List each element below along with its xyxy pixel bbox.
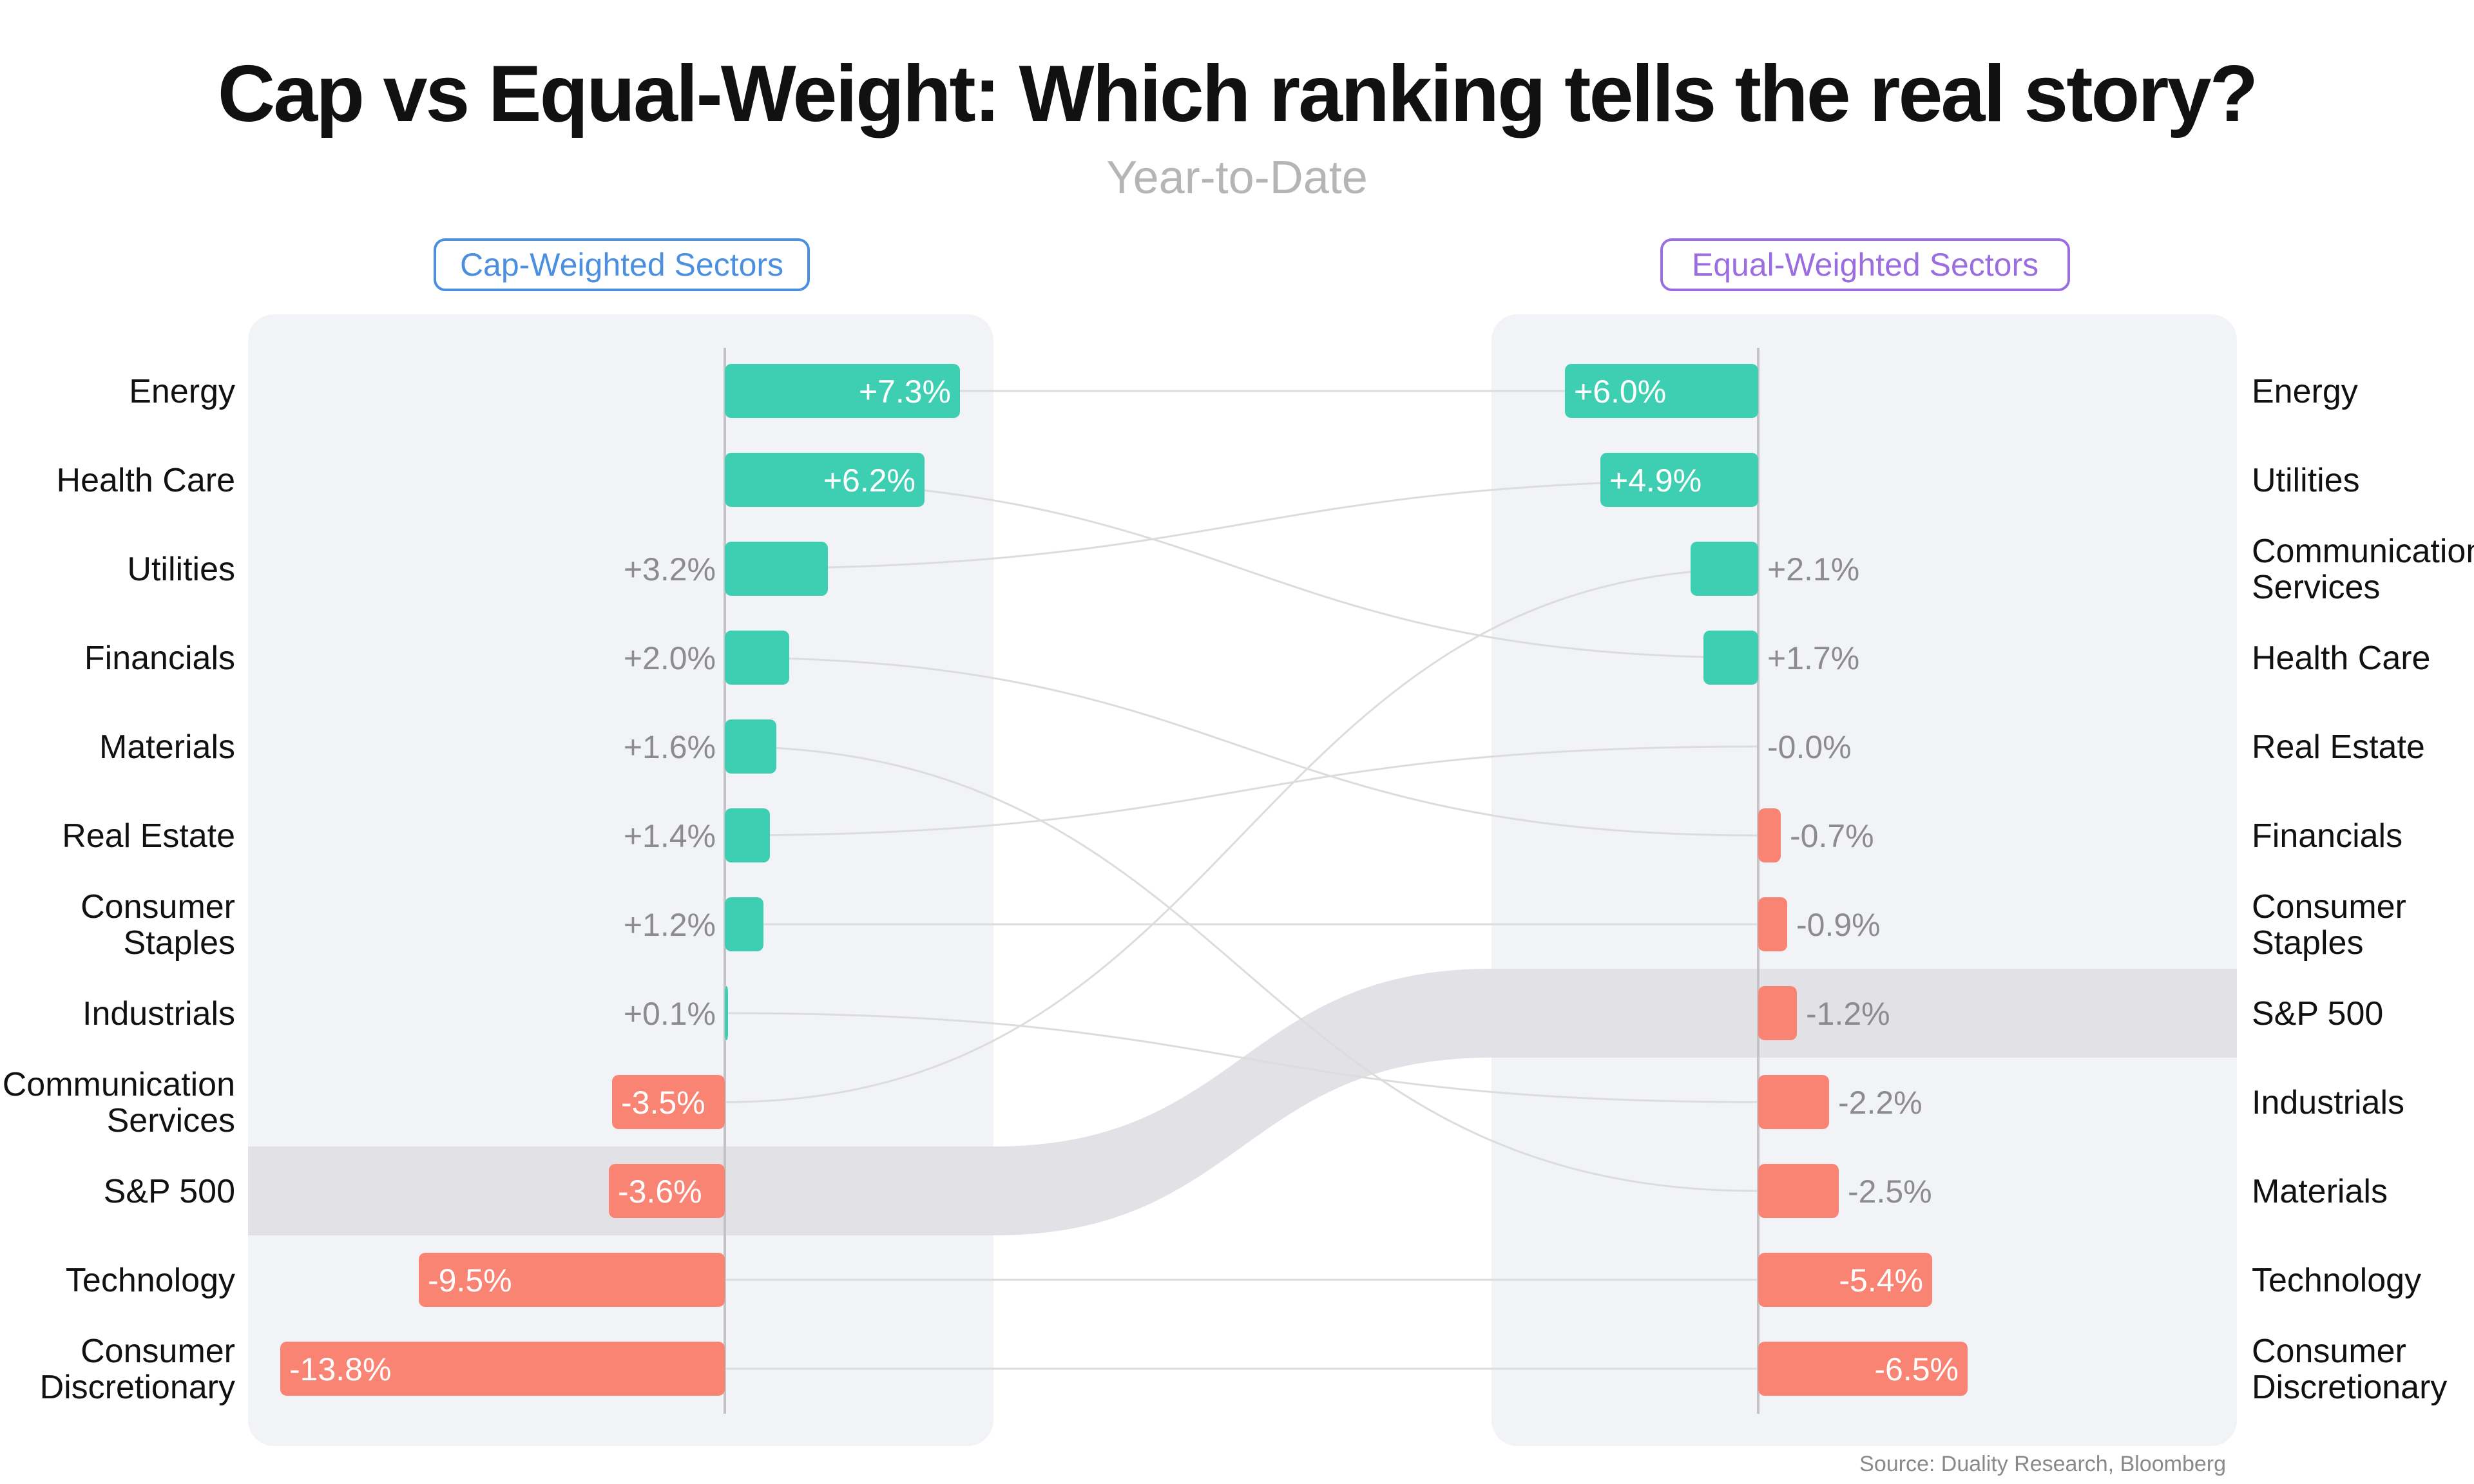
left-panel-header-badge: Cap-Weighted Sectors bbox=[434, 238, 810, 291]
right-value-label-s-p-500: -1.2% bbox=[1806, 996, 1890, 1032]
right-value-label-consumer-staples: -0.9% bbox=[1796, 907, 1881, 943]
right-value-label-materials: -2.5% bbox=[1848, 1174, 1932, 1210]
left-bar-technology bbox=[419, 1253, 725, 1307]
right-bar-consumer-discretionary bbox=[1758, 1342, 1968, 1396]
left-value-label-health-care: +6.2% bbox=[823, 462, 916, 499]
left-value-label-materials: +1.6% bbox=[624, 729, 716, 765]
right-bar-consumer-staples bbox=[1758, 897, 1787, 951]
left-value-label-real-estate: +1.4% bbox=[624, 818, 716, 854]
left-bar-real-estate bbox=[725, 808, 770, 862]
right-category-label-communication-services: Communication Services bbox=[2252, 533, 2474, 606]
left-category-label-utilities: Utilities bbox=[127, 551, 235, 588]
left-category-label-s-p-500: S&P 500 bbox=[104, 1173, 235, 1210]
connector-industrials bbox=[725, 1012, 1758, 1103]
left-value-label-industrials: +0.1% bbox=[624, 996, 716, 1032]
svg-text:Equal-Weighted Sectors: Equal-Weighted Sectors bbox=[1692, 247, 2038, 283]
right-category-label-real-estate: Real Estate bbox=[2252, 728, 2425, 766]
right-bar-s-p-500 bbox=[1758, 986, 1797, 1040]
left-category-label-energy: Energy bbox=[129, 373, 235, 410]
benchmark-band-link bbox=[993, 969, 1491, 1235]
right-value-label-industrials: -2.2% bbox=[1838, 1085, 1923, 1121]
right-bar-energy bbox=[1565, 364, 1758, 418]
left-bar-industrials bbox=[725, 986, 728, 1040]
left-bar-energy bbox=[725, 364, 960, 418]
left-value-label-energy: +7.3% bbox=[859, 374, 951, 410]
right-category-label-health-care: Health Care bbox=[2252, 640, 2430, 677]
right-value-label-energy: +6.0% bbox=[1574, 374, 1666, 410]
right-category-label-utilities: Utilities bbox=[2252, 462, 2360, 499]
right-value-label-financials: -0.7% bbox=[1790, 818, 1874, 854]
left-category-label-materials: Materials bbox=[99, 728, 235, 766]
left-bar-materials bbox=[725, 719, 776, 774]
right-panel-header-badge: Equal-Weighted Sectors bbox=[1660, 238, 2070, 291]
right-category-label-financials: Financials bbox=[2252, 817, 2402, 855]
chart-title: Cap vs Equal-Weight: Which ranking tells… bbox=[218, 50, 2257, 138]
left-category-label-health-care: Health Care bbox=[57, 462, 235, 499]
right-bar-health-care bbox=[1703, 631, 1758, 685]
source-note: Source: Duality Research, Bloomberg bbox=[1859, 1452, 2226, 1476]
right-value-label-consumer-discretionary: -6.5% bbox=[1874, 1351, 1959, 1387]
right-bar-technology bbox=[1758, 1253, 1932, 1307]
left-category-label-communication-services: Communication Services bbox=[3, 1066, 235, 1139]
left-value-label-financials: +2.0% bbox=[624, 640, 716, 676]
right-bar-communication-services bbox=[1691, 542, 1758, 596]
left-value-label-consumer-staples: +1.2% bbox=[624, 907, 716, 943]
right-panel bbox=[1491, 314, 2237, 1446]
connector-materials bbox=[725, 745, 1758, 1192]
left-value-label-technology: -9.5% bbox=[428, 1262, 512, 1298]
right-category-label-industrials: Industrials bbox=[2252, 1084, 2404, 1121]
left-category-label-financials: Financials bbox=[84, 640, 235, 677]
left-category-label-technology: Technology bbox=[66, 1262, 235, 1299]
left-category-label-real-estate: Real Estate bbox=[62, 817, 235, 855]
left-category-label-consumer-discretionary: Consumer Discretionary bbox=[40, 1333, 235, 1406]
right-category-label-energy: Energy bbox=[2252, 373, 2358, 410]
right-bar-materials bbox=[1758, 1164, 1839, 1218]
right-bar-industrials bbox=[1758, 1075, 1829, 1129]
right-value-label-communication-services: +2.1% bbox=[1767, 551, 1859, 587]
left-value-label-communication-services: -3.5% bbox=[621, 1085, 705, 1121]
right-category-label-consumer-discretionary: Consumer Discretionary bbox=[2252, 1333, 2447, 1406]
right-value-label-real-estate: -0.0% bbox=[1767, 729, 1852, 765]
right-bar-utilities bbox=[1600, 453, 1758, 507]
right-bar-financials bbox=[1758, 808, 1781, 862]
connector-financials bbox=[725, 656, 1758, 837]
left-bar-health-care bbox=[725, 453, 925, 507]
left-bar-financials bbox=[725, 631, 789, 685]
left-bar-communication-services bbox=[612, 1075, 725, 1129]
left-bar-consumer-staples bbox=[725, 897, 763, 951]
right-value-label-health-care: +1.7% bbox=[1767, 640, 1859, 676]
right-benchmark-band bbox=[1491, 969, 2237, 1058]
left-bar-consumer-discretionary bbox=[280, 1342, 725, 1396]
left-category-label-consumer-staples: Consumer Staples bbox=[81, 888, 235, 962]
right-category-label-s-p-500: S&P 500 bbox=[2252, 995, 2383, 1032]
connector-communication-services bbox=[725, 567, 1758, 1103]
right-category-label-technology: Technology bbox=[2252, 1262, 2421, 1299]
left-category-label-industrials: Industrials bbox=[82, 995, 235, 1032]
right-category-label-materials: Materials bbox=[2252, 1173, 2388, 1210]
left-bar-utilities bbox=[725, 542, 828, 596]
right-category-label-consumer-staples: Consumer Staples bbox=[2252, 888, 2406, 962]
connector-real-estate bbox=[725, 745, 1758, 837]
chart-subtitle: Year-to-Date bbox=[1106, 152, 1368, 204]
right-value-label-technology: -5.4% bbox=[1839, 1262, 1923, 1298]
svg-text:Cap-Weighted Sectors: Cap-Weighted Sectors bbox=[460, 247, 783, 283]
left-bar-s-p-500 bbox=[609, 1164, 725, 1218]
left-value-label-consumer-discretionary: -13.8% bbox=[289, 1351, 391, 1387]
left-value-label-s-p-500: -3.6% bbox=[618, 1174, 702, 1210]
connector-utilities bbox=[725, 479, 1758, 570]
right-value-label-utilities: +4.9% bbox=[1609, 462, 1702, 499]
left-value-label-utilities: +3.2% bbox=[624, 551, 716, 587]
connector-health-care bbox=[725, 479, 1758, 659]
